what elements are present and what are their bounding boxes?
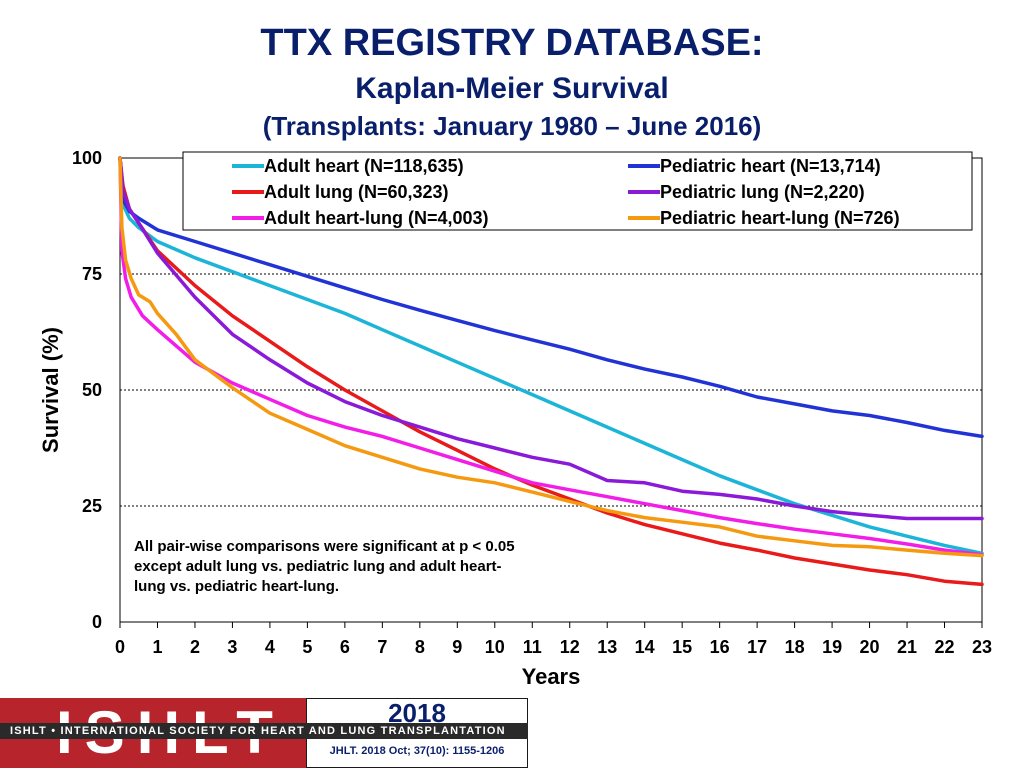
y-tick-label: 0 — [92, 612, 102, 632]
x-tick-label: 14 — [635, 637, 655, 657]
series-line-6 — [118, 156, 984, 558]
x-tick-label: 0 — [115, 637, 125, 657]
chart-title: TTX REGISTRY DATABASE: — [260, 22, 764, 64]
note-line: lung vs. pediatric heart-lung. — [134, 578, 339, 595]
x-tick-label: 8 — [415, 637, 425, 657]
y-tick-label: 100 — [72, 148, 102, 168]
chart-subtitle: Kaplan-Meier Survival — [355, 72, 669, 105]
x-tick-label: 1 — [152, 637, 162, 657]
chart-date-range: (Transplants: January 1980 – June 2016) — [262, 111, 762, 141]
x-tick-label: 22 — [935, 637, 955, 657]
series-line-3 — [118, 156, 984, 557]
x-tick-label: 9 — [452, 637, 462, 657]
x-axis-label: Years — [522, 664, 581, 689]
legend-label: Adult heart (N=118,635) — [264, 156, 464, 176]
x-tick-label: 4 — [265, 637, 275, 657]
legend-label: Pediatric heart (N=13,714) — [660, 156, 881, 176]
legend: Adult heart (N=118,635) Adult lung (N=60,… — [182, 151, 973, 231]
x-tick-label: 13 — [597, 637, 617, 657]
legend-label: Pediatric lung (N=2,220) — [660, 182, 865, 202]
x-tick-label: 18 — [785, 637, 805, 657]
x-tick-label: 15 — [672, 637, 692, 657]
x-tick-label: 5 — [302, 637, 312, 657]
legend-label: Adult heart-lung (N=4,003) — [264, 208, 489, 228]
note-line: All pair-wise comparisons were significa… — [134, 538, 515, 555]
x-tick-label: 23 — [972, 637, 992, 657]
significance-note: All pair-wise comparisons were significa… — [134, 538, 515, 595]
series-line-4 — [118, 156, 984, 439]
x-axis-ticks: 0 1 2 3 4 5 6 7 8 9 10 11 12 13 14 15 16 17 18 19 20 21 22 23 — [115, 622, 992, 657]
legend-box — [182, 151, 973, 231]
y-tick-label: 75 — [82, 264, 102, 284]
y-tick-label: 25 — [82, 496, 102, 516]
legend-label: Adult lung (N=60,323) — [264, 182, 449, 202]
footer-year: 2018 — [388, 698, 446, 728]
x-tick-label: 21 — [897, 637, 917, 657]
y-tick-label: 50 — [82, 380, 102, 400]
note-line: except adult lung vs. pediatric lung and… — [134, 558, 502, 575]
x-tick-label: 12 — [560, 637, 580, 657]
x-tick-label: 2 — [190, 637, 200, 657]
legend-label: Pediatric heart-lung (N=726) — [660, 208, 900, 228]
x-tick-label: 10 — [485, 637, 505, 657]
x-tick-label: 7 — [377, 637, 387, 657]
x-tick-label: 16 — [710, 637, 730, 657]
x-tick-label: 6 — [340, 637, 350, 657]
series-line-2 — [118, 156, 984, 587]
x-tick-label: 17 — [747, 637, 767, 657]
x-tick-label: 19 — [822, 637, 842, 657]
y-axis-label: Survival (%) — [38, 327, 63, 453]
footer-society-band: ISHLT • INTERNATIONAL SOCIETY FOR HEART … — [0, 723, 528, 739]
footer-citation: JHLT. 2018 Oct; 37(10): 1155-1206 — [329, 745, 505, 757]
x-tick-label: 20 — [860, 637, 880, 657]
x-tick-label: 3 — [227, 637, 237, 657]
y-axis-ticks: 0 25 50 75 100 — [72, 148, 102, 632]
x-tick-label: 11 — [523, 637, 542, 657]
series-line-5 — [118, 156, 984, 521]
series-lines — [118, 156, 984, 587]
